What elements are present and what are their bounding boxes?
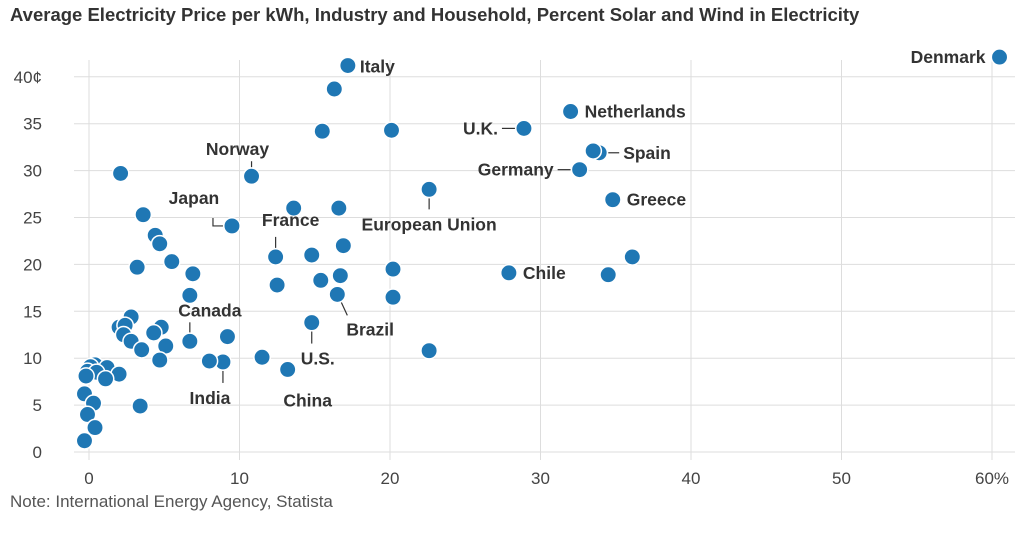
data-point bbox=[420, 341, 439, 360]
data-point-norway bbox=[242, 167, 261, 186]
y-tick-label: 35 bbox=[23, 115, 42, 134]
point-label-netherlands: Netherlands bbox=[585, 102, 686, 122]
y-tick-label: 5 bbox=[33, 396, 42, 415]
y-tick-label: 10 bbox=[23, 349, 42, 368]
data-point bbox=[150, 351, 169, 370]
data-point-brazil bbox=[328, 285, 347, 304]
data-point bbox=[382, 121, 401, 140]
chart-title: Average Electricity Price per kWh, Indus… bbox=[10, 4, 860, 25]
data-point-italy bbox=[338, 56, 357, 75]
data-point bbox=[623, 247, 642, 266]
point-label-china: China bbox=[283, 390, 332, 410]
data-point bbox=[311, 271, 330, 290]
data-point bbox=[584, 141, 603, 160]
leader-line bbox=[340, 302, 348, 316]
data-point bbox=[183, 264, 202, 283]
point-label-norway: Norway bbox=[206, 139, 269, 159]
data-point bbox=[331, 266, 350, 285]
data-point-u-k- bbox=[514, 119, 533, 138]
y-tick-label: 15 bbox=[23, 302, 42, 321]
data-point bbox=[78, 405, 97, 424]
point-layer bbox=[75, 48, 1009, 450]
leader-layer bbox=[189, 127, 620, 383]
point-label-denmark: Denmark bbox=[911, 47, 986, 67]
point-label-spain: Spain bbox=[623, 143, 671, 163]
data-point bbox=[77, 367, 95, 385]
point-label-france: France bbox=[262, 210, 320, 230]
x-tick-label: 0 bbox=[84, 469, 93, 488]
data-point-u-s- bbox=[302, 313, 321, 332]
data-point-france bbox=[266, 247, 285, 266]
data-point-japan bbox=[223, 216, 241, 235]
data-point bbox=[384, 260, 402, 279]
x-tick-label: 50 bbox=[832, 469, 851, 488]
x-tick-label: 40 bbox=[682, 469, 701, 488]
label-layer: Denmark Italy Netherlands U.K. Spain Germany N… bbox=[169, 47, 986, 410]
tick-layer: 0 5 10 15 20 25 30 35 40¢ 0 10 20 30 40 50 60% bbox=[14, 68, 1009, 488]
grid-layer bbox=[74, 60, 1015, 460]
x-tick-label: 60% bbox=[975, 469, 1009, 488]
point-label-brazil: Brazil bbox=[346, 319, 394, 339]
data-point bbox=[200, 352, 219, 370]
y-tick-label: 30 bbox=[23, 162, 42, 181]
x-tick-label: 10 bbox=[230, 469, 249, 488]
data-point bbox=[144, 323, 163, 342]
point-label-u-k-: U.K. bbox=[463, 118, 498, 138]
data-point-germany bbox=[570, 160, 589, 179]
data-point bbox=[384, 288, 402, 307]
y-tick-label: 20 bbox=[23, 255, 42, 274]
data-point bbox=[75, 431, 94, 450]
data-point-china bbox=[278, 360, 297, 379]
data-point bbox=[86, 418, 104, 437]
data-point bbox=[150, 234, 169, 253]
point-label-india: India bbox=[190, 388, 231, 408]
data-point bbox=[325, 80, 344, 98]
data-point-chile bbox=[499, 263, 518, 282]
point-label-greece: Greece bbox=[627, 190, 687, 210]
point-label-japan: Japan bbox=[169, 188, 220, 208]
point-label-chile: Chile bbox=[523, 263, 566, 283]
data-point bbox=[134, 205, 153, 224]
data-point bbox=[128, 258, 147, 277]
point-label-germany: Germany bbox=[478, 160, 554, 180]
data-point bbox=[162, 252, 181, 271]
data-point bbox=[268, 276, 287, 294]
data-point bbox=[132, 340, 151, 359]
data-point bbox=[313, 122, 332, 141]
x-tick-label: 30 bbox=[531, 469, 550, 488]
point-label-italy: Italy bbox=[360, 57, 395, 77]
leader-line bbox=[212, 217, 223, 227]
data-point bbox=[302, 246, 321, 264]
data-point-canada bbox=[180, 332, 199, 351]
data-point bbox=[599, 265, 618, 284]
point-label-european-union: European Union bbox=[362, 214, 497, 234]
y-tick-label: 0 bbox=[33, 443, 42, 462]
data-point-netherlands bbox=[561, 102, 580, 121]
data-point-greece bbox=[603, 190, 622, 209]
data-point bbox=[253, 348, 272, 367]
y-tick-label: 40¢ bbox=[14, 68, 42, 87]
data-point bbox=[180, 286, 199, 305]
data-point bbox=[131, 397, 150, 415]
data-point bbox=[329, 199, 348, 218]
x-tick-label: 20 bbox=[381, 469, 400, 488]
y-tick-label: 25 bbox=[23, 209, 42, 228]
point-label-canada: Canada bbox=[178, 300, 241, 320]
data-point bbox=[334, 236, 353, 255]
data-point bbox=[218, 327, 237, 346]
data-point bbox=[96, 369, 115, 388]
point-label-u-s-: U.S. bbox=[301, 349, 335, 369]
data-point-european-union bbox=[420, 180, 439, 199]
data-point bbox=[111, 164, 130, 183]
data-point-denmark bbox=[990, 48, 1009, 67]
data-point bbox=[284, 199, 303, 218]
source-note: Note: International Energy Agency, Stati… bbox=[10, 492, 333, 511]
